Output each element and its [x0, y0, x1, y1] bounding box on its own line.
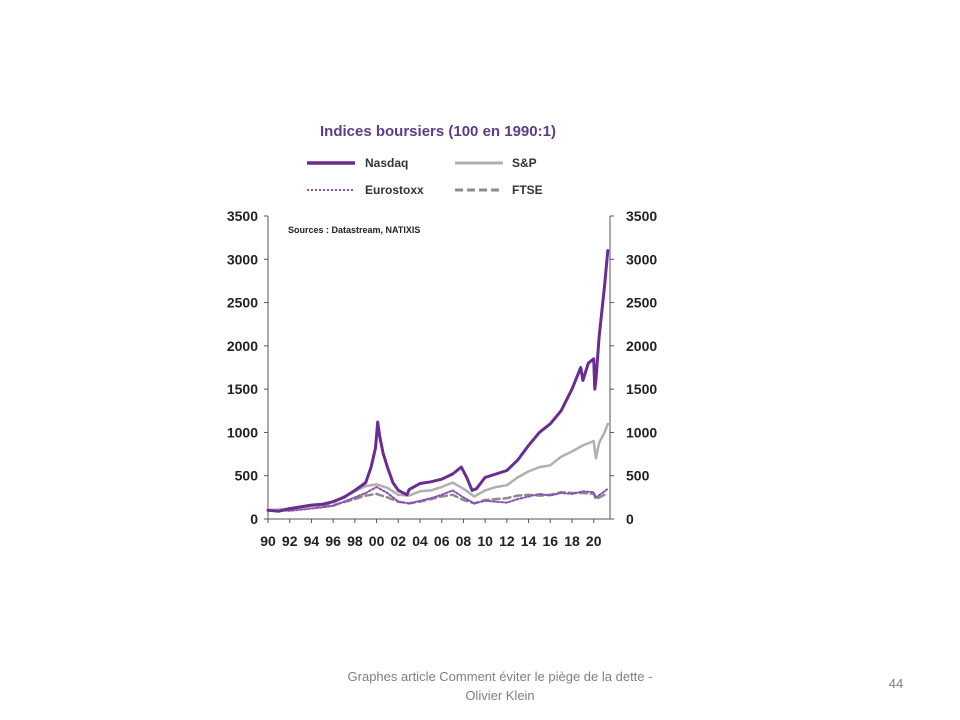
- page-number: 44: [888, 676, 904, 691]
- y-tick-label-left: 2000: [227, 338, 258, 354]
- x-tick-label: 02: [390, 533, 406, 549]
- y-tick-label-right: 3000: [626, 251, 657, 267]
- y-tick-label-right: 1000: [626, 424, 657, 440]
- x-tick-label: 94: [304, 533, 320, 549]
- x-tick-label: 90: [260, 533, 276, 549]
- x-tick-label: 00: [369, 533, 385, 549]
- x-tick-label: 20: [586, 533, 602, 549]
- legend-label-eurostoxx: Eurostoxx: [365, 183, 424, 197]
- footer-caption: Graphes article Comment éviter le piège …: [347, 669, 653, 703]
- y-tick-label-left: 0: [250, 511, 258, 527]
- x-tick-label: 12: [499, 533, 515, 549]
- series-line-nasdaq: [266, 249, 610, 513]
- chart-series: [266, 249, 610, 513]
- y-tick-label-right: 0: [626, 511, 634, 527]
- y-tick-label-right: 1500: [626, 381, 657, 397]
- x-tick-label: 98: [347, 533, 363, 549]
- y-tick-label-left: 3000: [227, 251, 258, 267]
- x-tick-label: 96: [325, 533, 341, 549]
- legend-label-nasdaq: Nasdaq: [365, 156, 408, 170]
- legend-label-sp: S&P: [512, 156, 537, 170]
- y-tick-label-right: 500: [626, 468, 650, 484]
- y-tick-label-right: 3500: [626, 208, 657, 224]
- series-line-s-p: [266, 422, 610, 512]
- y-tick-label-left: 1500: [227, 381, 258, 397]
- x-tick-label: 18: [564, 533, 580, 549]
- y-tick-label-left: 3500: [227, 208, 258, 224]
- chart-legend: Nasdaq S&P Eurostoxx FTSE: [307, 156, 543, 197]
- y-tick-label-right: 2500: [626, 295, 657, 311]
- x-tick-label: 16: [542, 533, 558, 549]
- x-tick-label: 14: [521, 533, 537, 549]
- y-tick-label-left: 500: [235, 468, 259, 484]
- legend-label-ftse: FTSE: [512, 183, 543, 197]
- series-line-eurostoxx: [267, 486, 609, 512]
- y-tick-label-left: 2500: [227, 295, 258, 311]
- x-tick-label: 92: [282, 533, 298, 549]
- x-tick-label: 04: [412, 533, 428, 549]
- y-tick-label-left: 1000: [227, 424, 258, 440]
- y-tick-label-right: 2000: [626, 338, 657, 354]
- x-tick-label: 06: [434, 533, 450, 549]
- source-note: Sources : Datastream, NATIXIS: [288, 225, 420, 235]
- chart-title: Indices boursiers (100 en 1990:1): [320, 123, 556, 140]
- x-tick-label: 08: [456, 533, 472, 549]
- x-tick-label: 10: [477, 533, 493, 549]
